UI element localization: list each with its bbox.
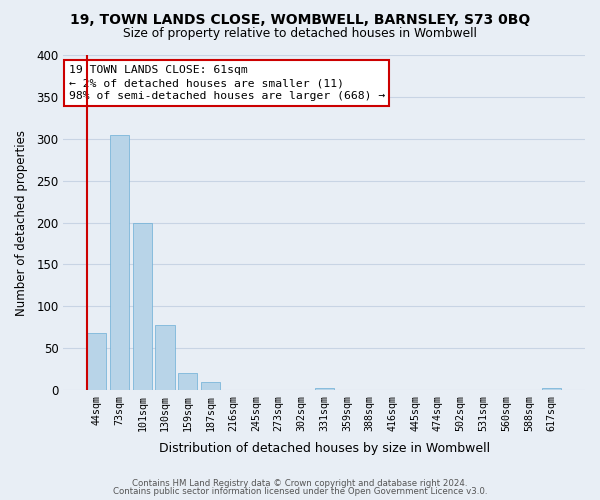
Bar [201,382,220,390]
Text: 19, TOWN LANDS CLOSE, WOMBWELL, BARNSLEY, S73 0BQ: 19, TOWN LANDS CLOSE, WOMBWELL, BARNSLEY… [70,12,530,26]
Bar [87,333,106,390]
Text: 19 TOWN LANDS CLOSE: 61sqm
← 2% of detached houses are smaller (11)
98% of semi-: 19 TOWN LANDS CLOSE: 61sqm ← 2% of detac… [68,65,385,102]
Bar [133,224,152,390]
Bar [155,324,175,390]
Bar [542,388,561,390]
X-axis label: Distribution of detached houses by size in Wombwell: Distribution of detached houses by size … [158,442,490,455]
Bar [314,388,334,390]
Text: Contains public sector information licensed under the Open Government Licence v3: Contains public sector information licen… [113,487,487,496]
Y-axis label: Number of detached properties: Number of detached properties [15,130,28,316]
Text: Size of property relative to detached houses in Wombwell: Size of property relative to detached ho… [123,28,477,40]
Bar [110,136,129,390]
Bar [178,374,197,390]
Text: Contains HM Land Registry data © Crown copyright and database right 2024.: Contains HM Land Registry data © Crown c… [132,478,468,488]
